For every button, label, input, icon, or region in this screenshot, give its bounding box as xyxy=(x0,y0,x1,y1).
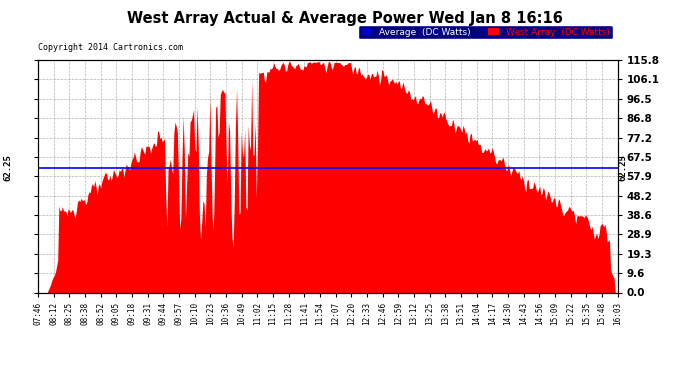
Text: 62.25: 62.25 xyxy=(3,154,13,181)
Text: West Array Actual & Average Power Wed Jan 8 16:16: West Array Actual & Average Power Wed Ja… xyxy=(127,11,563,26)
Text: Copyright 2014 Cartronics.com: Copyright 2014 Cartronics.com xyxy=(38,43,183,52)
Legend: Average  (DC Watts), West Array  (DC Watts): Average (DC Watts), West Array (DC Watts… xyxy=(358,25,613,39)
Text: 62.25: 62.25 xyxy=(618,154,627,181)
